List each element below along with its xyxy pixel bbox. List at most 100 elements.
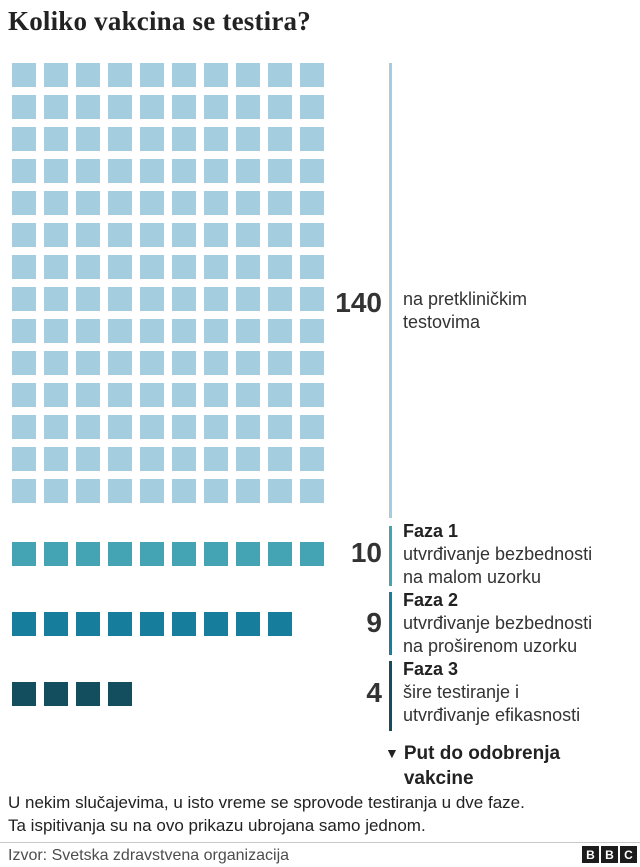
waffle-cell	[108, 351, 132, 375]
waffle-cell	[12, 415, 36, 439]
footnote-line: Ta ispitivanja su na ovo prikazu ubrojan…	[8, 816, 426, 835]
waffle-cell	[76, 351, 100, 375]
waffle-cell	[108, 191, 132, 215]
waffle-cell	[12, 287, 36, 311]
waffle-cell	[108, 255, 132, 279]
waffle-cell	[268, 383, 292, 407]
down-triangle-icon: ▼	[385, 745, 399, 761]
waffle-cell	[236, 95, 260, 119]
waffle-cell	[108, 415, 132, 439]
waffle-cell	[108, 287, 132, 311]
waffle-cell	[300, 159, 324, 183]
waffle-cell	[12, 255, 36, 279]
waffle-cell	[236, 319, 260, 343]
waffle-cell	[204, 127, 228, 151]
count-phase3: 4	[366, 677, 382, 708]
label-line: utvrđivanje bezbednosti	[403, 544, 593, 564]
waffle-cell	[204, 319, 228, 343]
waffle-cell	[268, 127, 292, 151]
waffle-cell	[140, 612, 164, 636]
phase-name: Faza 3	[403, 659, 459, 679]
waffle-cell	[76, 287, 100, 311]
waffle-cell	[300, 479, 324, 503]
waffle-cell	[268, 159, 292, 183]
waffle-cell	[108, 63, 132, 87]
waffle-cell	[44, 319, 68, 343]
waffle-cell	[172, 287, 196, 311]
waffle-cell	[236, 63, 260, 87]
waffle-cell	[300, 319, 324, 343]
waffle-cell	[236, 127, 260, 151]
waffle-cell	[300, 542, 324, 566]
waffle-cell	[204, 223, 228, 247]
waffle-cell	[44, 479, 68, 503]
waffle-cell	[268, 287, 292, 311]
waffle-cell	[236, 255, 260, 279]
waffle-cell	[140, 351, 164, 375]
label-phase2: Faza 2 utvrđivanje bezbednosti na prošir…	[403, 589, 635, 658]
waffle-cell	[236, 159, 260, 183]
waffle-cell	[236, 542, 260, 566]
waffle-cell	[172, 63, 196, 87]
waffle-cell	[140, 383, 164, 407]
waffle-cell	[12, 682, 36, 706]
waffle-cell	[76, 612, 100, 636]
waffle-cell	[268, 415, 292, 439]
waffle-cell	[268, 223, 292, 247]
count-preclinical: 140	[335, 287, 382, 318]
waffle-cell	[140, 542, 164, 566]
waffle-cell	[108, 127, 132, 151]
bbc-logo-letter: C	[620, 846, 637, 863]
waffle-cell	[172, 447, 196, 471]
waffle-cell	[236, 383, 260, 407]
waffle-cell	[108, 612, 132, 636]
waffle-cell	[44, 682, 68, 706]
label-line: na pretkliničkim	[403, 289, 528, 309]
waffle-cell	[172, 351, 196, 375]
approval-path-text: Put do odobrenja vakcine	[403, 743, 561, 789]
footer-divider	[0, 842, 640, 843]
waffle-cell	[140, 159, 164, 183]
phase-name: Faza 1	[403, 521, 459, 541]
waffle-cell	[44, 287, 68, 311]
label-phase1: Faza 1 utvrđivanje bezbednosti na malom …	[403, 520, 635, 589]
waffle-cell	[12, 319, 36, 343]
waffle-cell	[12, 351, 36, 375]
waffle-cell	[140, 415, 164, 439]
waffle-cell	[108, 159, 132, 183]
waffle-cell	[12, 63, 36, 87]
waffle-cell	[108, 319, 132, 343]
waffle-cell	[76, 127, 100, 151]
waffle-cell	[44, 447, 68, 471]
waffle-cell	[204, 415, 228, 439]
chart-title: Koliko vakcina se testira?	[8, 6, 311, 36]
approval-path-annotation: ▼ Put do odobrenja vakcine	[385, 741, 615, 791]
waffle-cell	[236, 351, 260, 375]
bbc-logo-letter: B	[582, 846, 599, 863]
waffle-cell	[172, 255, 196, 279]
waffle-cell	[268, 542, 292, 566]
waffle-cell	[108, 223, 132, 247]
waffle-grid-preclinical	[12, 63, 324, 503]
waffle-cell	[204, 255, 228, 279]
waffle-cell	[140, 127, 164, 151]
waffle-cell	[44, 159, 68, 183]
waffle-cell	[204, 63, 228, 87]
waffle-cell	[268, 191, 292, 215]
waffle-cell	[12, 159, 36, 183]
waffle-cell	[140, 191, 164, 215]
ref-line-preclinical	[389, 63, 392, 518]
label-line: na malom uzorku	[403, 567, 542, 587]
count-phase1: 10	[350, 537, 382, 568]
waffle-cell	[204, 479, 228, 503]
waffle-cell	[76, 415, 100, 439]
waffle-cell	[12, 479, 36, 503]
waffle-cell	[44, 127, 68, 151]
waffle-cell	[108, 447, 132, 471]
waffle-cell	[172, 383, 196, 407]
waffle-cell	[236, 223, 260, 247]
label-line: na proširenom uzorku	[403, 636, 578, 656]
waffle-cell	[44, 415, 68, 439]
waffle-cell	[140, 95, 164, 119]
waffle-cell	[44, 191, 68, 215]
